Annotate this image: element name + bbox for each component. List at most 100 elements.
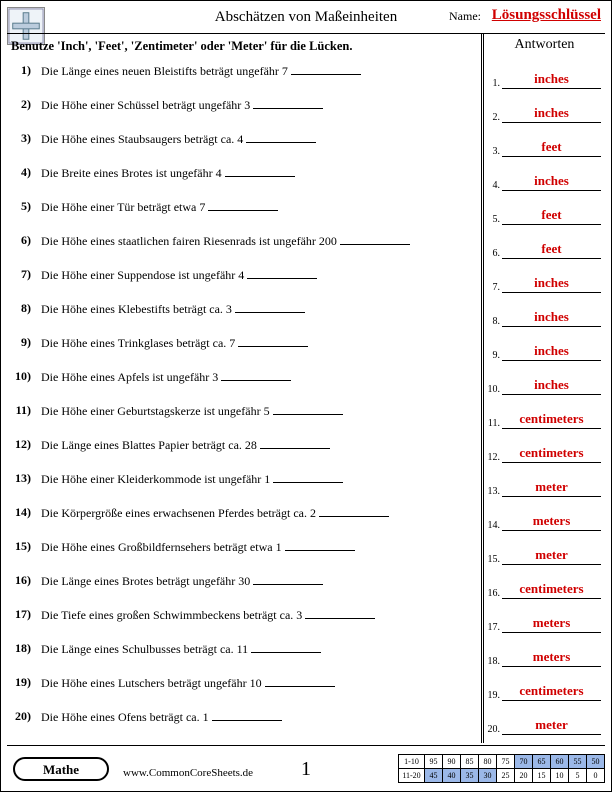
question-row: 15)Die Höhe eines Großbildfernsehers bet… [11,535,461,569]
answer-number: 6. [486,248,502,261]
question-number: 11) [11,403,35,418]
question-text: Die Höhe eines Lutschers beträgt ungefäh… [35,675,461,691]
blank-line[interactable] [246,131,316,143]
blank-line[interactable] [319,505,389,517]
question-number: 19) [11,675,35,690]
question-text: Die Höhe einer Geburtstagskerze ist unge… [35,403,461,419]
score-row-label: 1-10 [399,755,425,769]
score-cell: 45 [425,769,443,783]
question-text: Die Höhe einer Suppendose ist ungefähr 4 [35,267,461,283]
blank-line[interactable] [265,675,335,687]
answer-row: 3.feet [486,125,601,159]
blank-line[interactable] [208,199,278,211]
blank-line[interactable] [253,573,323,585]
blank-line[interactable] [260,437,330,449]
answer-value: meters [502,513,601,531]
answer-number: 19. [486,690,502,703]
answer-number: 20. [486,724,502,737]
score-cell: 60 [551,755,569,769]
question-number: 18) [11,641,35,656]
blank-line[interactable] [340,233,410,245]
answer-value: feet [502,139,601,157]
answer-number: 2. [486,112,502,125]
question-row: 6)Die Höhe eines staatlichen fairen Ries… [11,229,461,263]
question-number: 10) [11,369,35,384]
answer-row: 11.centimeters [486,397,601,431]
question-row: 5)Die Höhe einer Tür beträgt etwa 7 [11,195,461,229]
answer-key-label: Lösungsschlüssel [492,7,601,24]
answer-number: 1. [486,78,502,91]
answer-value: inches [502,343,601,361]
blank-line[interactable] [212,709,282,721]
blank-line[interactable] [273,403,343,415]
question-text: Die Höhe eines Großbildfernsehers beträg… [35,539,461,555]
question-row: 2)Die Höhe einer Schüssel beträgt ungefä… [11,93,461,127]
score-cell: 10 [551,769,569,783]
score-cell: 85 [461,755,479,769]
question-text: Die Höhe einer Tür beträgt etwa 7 [35,199,461,215]
blank-line[interactable] [285,539,355,551]
answer-row: 15.meter [486,533,601,567]
question-row: 19)Die Höhe eines Lutschers beträgt unge… [11,671,461,705]
question-text: Die Körpergröße eines erwachsenen Pferde… [35,505,461,521]
blank-line[interactable] [225,165,295,177]
question-text: Die Höhe eines Klebestifts beträgt ca. 3 [35,301,461,317]
answer-number: 15. [486,554,502,567]
question-number: 15) [11,539,35,554]
score-cell: 65 [533,755,551,769]
answer-number: 8. [486,316,502,329]
question-number: 16) [11,573,35,588]
page-number: 1 [301,758,311,781]
score-cell: 35 [461,769,479,783]
question-number: 13) [11,471,35,486]
answer-row: 1.inches [486,57,601,91]
blank-line[interactable] [247,267,317,279]
answer-row: 10.inches [486,363,601,397]
question-text: Die Höhe eines staatlichen fairen Riesen… [35,233,461,249]
score-cell: 15 [533,769,551,783]
answer-row: 9.inches [486,329,601,363]
question-number: 7) [11,267,35,282]
answer-value: centimeters [502,683,601,701]
question-row: 12)Die Länge eines Blattes Papier beträg… [11,433,461,467]
question-text: Die Höhe eines Trinkglases beträgt ca. 7 [35,335,461,351]
name-label: Name: [449,9,481,24]
question-number: 20) [11,709,35,724]
question-row: 4)Die Breite eines Brotes ist ungefähr 4 [11,161,461,195]
question-text: Die Höhe eines Staubsaugers beträgt ca. … [35,131,461,147]
answer-row: 18.meters [486,635,601,669]
question-text: Die Länge eines neuen Bleistifts beträgt… [35,63,461,79]
answer-value: meters [502,649,601,667]
answer-row: 13.meter [486,465,601,499]
answer-number: 10. [486,384,502,397]
question-number: 9) [11,335,35,350]
score-cell: 40 [443,769,461,783]
blank-line[interactable] [253,97,323,109]
answer-value: inches [502,309,601,327]
subject-bubble: Mathe [13,757,109,781]
answer-number: 18. [486,656,502,669]
blank-line[interactable] [235,301,305,313]
answer-value: inches [502,173,601,191]
blank-line[interactable] [305,607,375,619]
question-number: 8) [11,301,35,316]
answer-value: meters [502,615,601,633]
blank-line[interactable] [251,641,321,653]
blank-line[interactable] [273,471,343,483]
question-number: 17) [11,607,35,622]
score-cell: 80 [479,755,497,769]
answer-number: 9. [486,350,502,363]
answer-value: meter [502,547,601,565]
blank-line[interactable] [221,369,291,381]
score-cell: 0 [587,769,605,783]
blank-line[interactable] [238,335,308,347]
answer-row: 12.centimeters [486,431,601,465]
instructions: Benutze 'Inch', 'Feet', 'Zentimeter' ode… [11,39,353,54]
question-row: 17)Die Tiefe eines großen Schwimmbeckens… [11,603,461,637]
question-row: 18)Die Länge eines Schulbusses beträgt c… [11,637,461,671]
answer-row: 5.feet [486,193,601,227]
answer-row: 6.feet [486,227,601,261]
answer-row: 20.meter [486,703,601,737]
answer-number: 14. [486,520,502,533]
blank-line[interactable] [291,63,361,75]
